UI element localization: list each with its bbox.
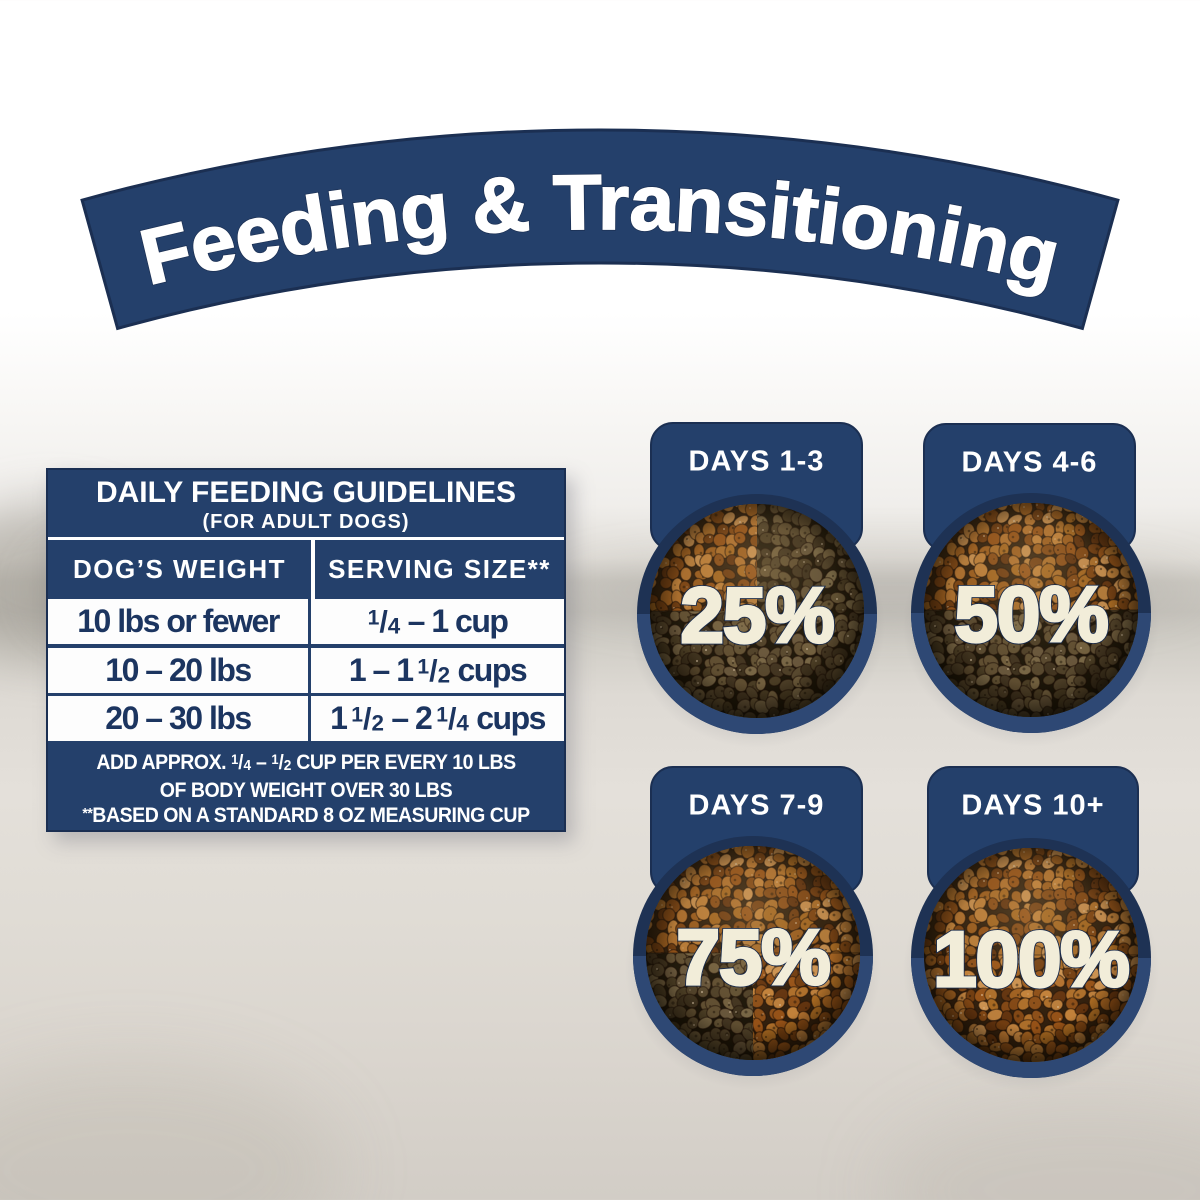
svg-text:50%: 50% [954, 570, 1107, 658]
svg-text:100%: 100% [933, 915, 1129, 1003]
svg-text:75%: 75% [676, 913, 829, 1001]
svg-text:75%: 75% [676, 913, 829, 1001]
svg-text:25%: 25% [680, 571, 833, 659]
svg-text:DAYS 7-9: DAYS 7-9 [689, 790, 825, 822]
svg-text:25%: 25% [680, 571, 833, 659]
svg-text:DAYS 1-3: DAYS 1-3 [689, 446, 825, 478]
svg-text:DAYS 4-6: DAYS 4-6 [962, 447, 1098, 479]
svg-text:50%: 50% [954, 570, 1107, 658]
svg-text:DAYS 10+: DAYS 10+ [961, 790, 1104, 822]
svg-text:100%: 100% [933, 915, 1129, 1003]
